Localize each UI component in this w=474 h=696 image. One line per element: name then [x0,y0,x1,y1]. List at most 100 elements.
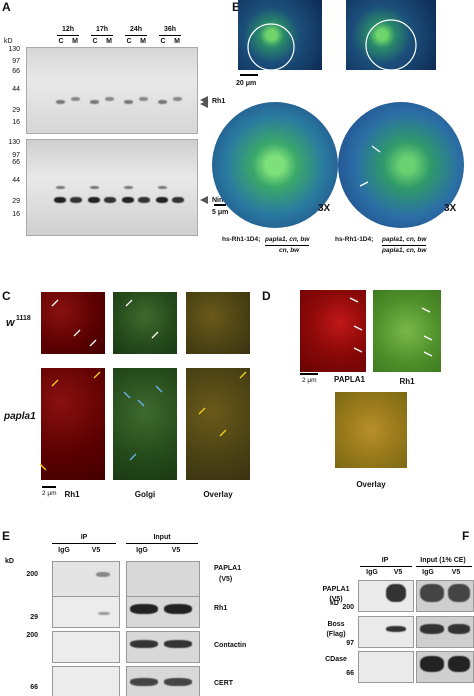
band [164,604,192,614]
group-label: IP [381,557,389,564]
panel-label: A [2,0,11,14]
group-label: Input [153,534,171,541]
band [88,197,100,203]
band [164,678,192,686]
marker: 29 [12,107,20,114]
band [156,197,168,203]
underline [416,566,472,567]
blot-label: (Flag) [326,631,346,638]
marker: 29 [30,614,38,621]
group-label: Input (1% CE) [420,557,466,564]
zoom-circle [247,23,295,71]
fraction: M [106,38,112,45]
micrograph-rh1 [373,290,441,372]
channel-label: Rh1 [399,377,415,386]
blot-label: CDase [325,656,347,663]
band [130,678,158,686]
band [420,624,444,634]
band [98,612,110,615]
lane-label: V5 [393,569,403,576]
timepoint: 12h [61,26,75,33]
kd-label: kD [330,600,339,607]
fraction: C [160,38,166,45]
scale-label: 20 μm [236,80,257,87]
marker: 97 [12,58,20,65]
blot [358,616,414,648]
band [104,197,116,203]
underline [57,35,79,36]
blot [52,561,120,598]
genotype: papla1, cn, bw [265,236,310,246]
blot-label: CERT [214,680,234,687]
band-label: Rh1 [212,98,226,105]
micrograph-rh1 [41,368,105,480]
underline [52,543,116,544]
micrograph-overlay [186,292,250,354]
band [56,186,65,189]
underline [126,543,198,544]
genotype: cn, bw [279,247,300,254]
marker: 200 [26,571,38,578]
scale-label: 2 μm [42,490,57,497]
lane-label: V5 [451,569,461,576]
marker: 66 [30,684,38,691]
band [139,97,148,101]
band [158,100,167,104]
scale-label: 2 μm [302,377,317,384]
timepoint: 36h [163,26,177,33]
blot-label: PAPLA1 [214,565,242,572]
micrograph-zoom [212,102,338,228]
blot [52,666,120,696]
marker: 66 [12,159,20,166]
kd-label: kD [4,38,13,45]
zoom-circle [365,19,417,71]
genotype: w [6,317,15,329]
fraction: M [174,38,180,45]
band [386,584,406,602]
arrowheads [200,96,208,204]
marker: 200 [342,604,354,611]
channel-label: PAPLA1 [334,375,365,384]
kd-label: kD [5,558,14,565]
marker: 66 [346,670,354,677]
fraction: C [92,38,98,45]
band [96,572,110,577]
blot [26,139,198,236]
panel-label: D [262,289,271,303]
micrograph-overlay [335,392,407,468]
underline [125,35,147,36]
band [420,656,444,672]
micrograph [346,0,436,70]
marker: 16 [12,211,20,218]
panel-label: E [2,529,11,543]
marker: 97 [12,152,20,159]
band [124,100,133,104]
band [448,584,470,602]
genotype: papla1, cn, bw [382,236,427,246]
band [130,640,158,648]
lane-label: V5 [91,547,101,554]
band [105,97,114,101]
micrograph-zoom [338,102,464,228]
scale-label: 5 μm [212,209,229,216]
zoom-label: 3X [444,203,457,214]
underline [360,566,412,567]
band [173,97,182,101]
band [448,656,470,672]
marker: 44 [12,86,20,93]
panel-label: B [232,0,241,14]
marker: 130 [8,46,20,53]
micrograph-papla1 [300,290,366,372]
blot-label: PAPLA1 [322,586,350,593]
panel-label: C [2,289,11,303]
timepoint: 24h [129,26,143,33]
underline [159,35,181,36]
fraction: M [140,38,146,45]
blot-label: (V5) [219,576,233,583]
micrograph-rh1 [41,292,105,354]
genotype: papla1 [4,411,36,422]
arrows [39,371,247,471]
band [56,100,65,104]
